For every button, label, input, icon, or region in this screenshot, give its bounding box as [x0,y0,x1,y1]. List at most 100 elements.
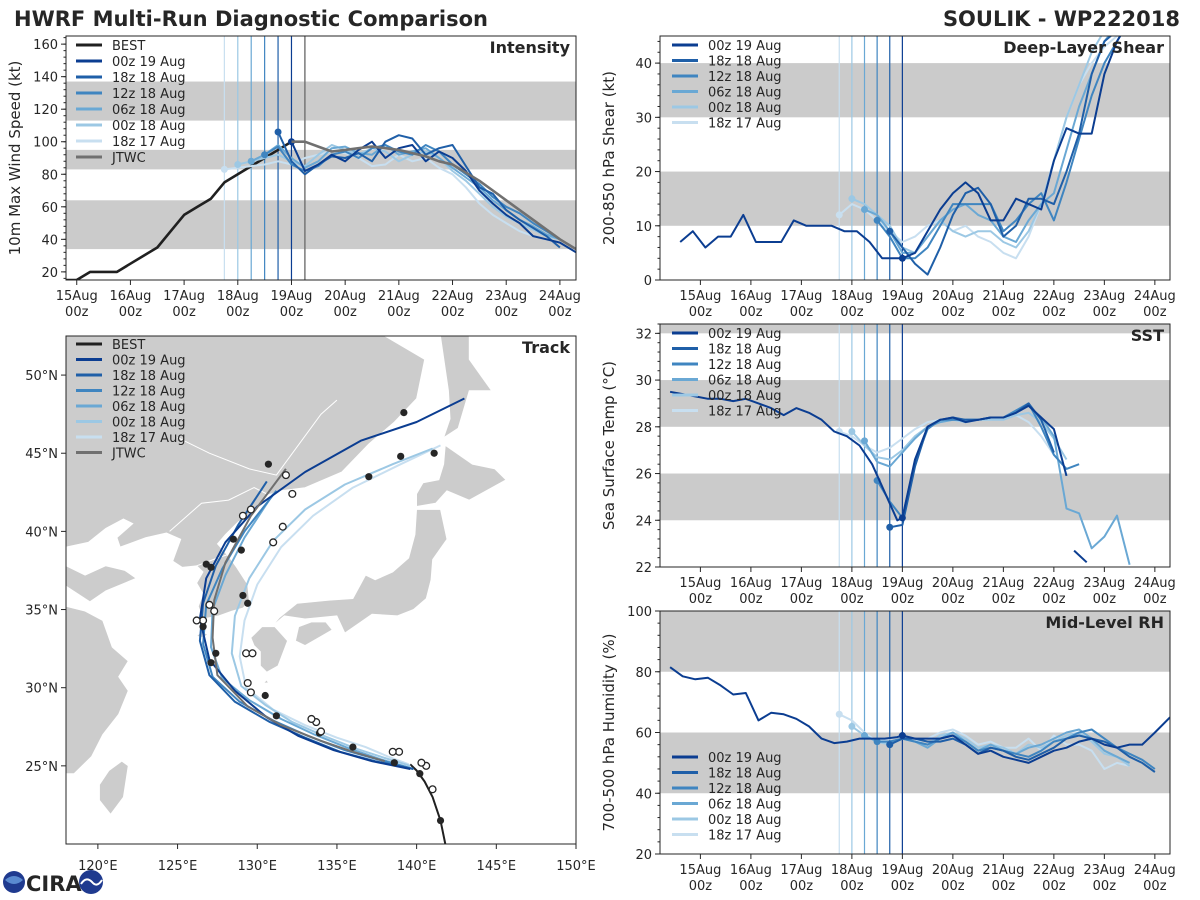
country-border [177,399,338,476]
intensity-xtick-hour: 00z [65,305,89,320]
track-ytick-label: 30°N [25,682,58,697]
sst-xtick-hour: 00z [891,592,915,607]
rh-xtick-date: 24Aug [1134,863,1176,878]
shear-series-line [889,36,1113,276]
cira-logo: CIRA [3,870,103,896]
track-map-area [66,336,576,844]
track-position-hollow [269,538,278,547]
shear-ytick-label: 40 [635,57,652,72]
intensity-legend-label-jtwc: JTWC [111,151,146,166]
rh-xtick-date: 15Aug [679,863,721,878]
track-ytick-label: 45°N [25,447,58,462]
intensity-ytick-label: 120 [33,103,58,118]
track-position-filled [229,535,237,543]
shear-series-line [876,36,1122,260]
sst-xtick-date: 18Aug [831,576,873,591]
rh-ytick-label: 100 [627,605,652,620]
intensity-plot-area [66,36,576,280]
rh-title: Mid-Level RH [1045,613,1164,632]
intensity-xtick-hour: 00z [280,305,304,320]
intensity-series-line [66,140,293,280]
sst-xtick-hour: 00z [992,592,1016,607]
intensity-xtick-hour: 00z [119,305,143,320]
sst-xtick-date: 15Aug [679,576,721,591]
intensity-init-marker [261,151,269,159]
sst-legend-label-00z-19-aug: 00z 19 Aug [708,327,782,342]
track-position-filled [416,770,424,778]
rh-xtick-hour: 00z [992,879,1016,894]
rh-ylabel: 700-500 hPa Humidity (%) [600,633,618,831]
track-position-hollow [316,727,326,736]
sst-xtick-date: 16Aug [730,576,772,591]
rh-ytick-label: 60 [635,727,652,742]
intensity-ytick-label: 60 [41,201,58,216]
track-legend-label-18z-18-aug: 18z 18 Aug [112,369,186,384]
sst-title: SST [1131,326,1164,345]
track-position-hollow [238,511,247,520]
shear-xtick-date: 20Aug [932,289,974,304]
rh-ytick-label: 80 [635,666,652,681]
shear-xtick-hour: 00z [891,305,915,320]
rh-ytick-label: 40 [635,787,652,802]
intensity-xtick-date: 22Aug [432,289,474,304]
intensity-xtick-date: 17Aug [163,289,205,304]
rh-series-line [877,728,1156,770]
rh-xtick-date: 22Aug [1033,863,1075,878]
intensity-series-line [290,140,576,254]
track-position-filled [272,712,280,720]
shear-ytick-label: 10 [635,220,652,235]
shear-legend-label-12z-18-aug: 12z 18 Aug [708,70,782,85]
rh-xtick-hour: 00z [891,879,915,894]
track-position-hollow [278,522,287,531]
track-position-filled [207,563,215,571]
track-title: Track [522,338,570,357]
shear-init-marker [848,195,856,203]
mainland-asia [66,336,426,620]
sst-xtick-hour: 00z [1093,592,1117,607]
shear-xtick-hour: 00z [739,305,763,320]
intensity-init-marker [234,161,242,169]
rh-xtick-date: 18Aug [831,863,873,878]
intensity-ytick-label: 40 [41,233,58,248]
track-position-hollow [281,471,290,480]
honshu [271,509,448,634]
rh-band [660,611,1170,672]
sst-series-line [851,411,1068,461]
sst-series-line [669,390,1068,522]
shear-xtick-date: 18Aug [831,289,873,304]
rh-series-line [669,666,1170,764]
shear-xtick-hour: 00z [1093,305,1117,320]
track-xtick-label: 120°E [78,859,118,874]
track-position-hollow [288,489,297,498]
shear-legend-label-06z-18-aug: 06z 18 Aug [708,86,782,101]
intensity-legend-label-00z-19-aug: 00z 19 Aug [112,55,186,70]
intensity-xtick-date: 18Aug [217,289,259,304]
intensity-series-line [224,150,561,244]
shear-init-marker [835,211,843,219]
track-position-hollow [192,616,201,625]
shear-xtick-date: 16Aug [730,289,772,304]
shear-xtick-hour: 00z [941,305,965,320]
shear-xtick-hour: 00z [689,305,713,320]
track-ytick-label: 35°N [25,604,58,619]
intensity-xtick-hour: 00z [495,305,519,320]
rh-xtick-date: 17Aug [780,863,822,878]
track-panel: 120°E 125°E 130°E 135°E 140°E 145°E 150°E 25°N 3… [25,335,596,874]
rh-xtick-hour: 00z [1143,879,1167,894]
track-position-filled [199,623,207,631]
shear-series-line [851,36,1103,254]
sst-legend-label-18z-17-aug: 18z 17 Aug [708,405,782,420]
sst-xtick-date: 20Aug [932,576,974,591]
sst-xtick-hour: 00z [739,592,763,607]
track-xtick-label: 145°E [477,859,517,874]
shear-legend-label-18z-18-aug: 18z 18 Aug [708,55,782,70]
track-line [210,493,414,770]
track-position-hollow [205,600,214,609]
sst-legend-label-18z-18-aug: 18z 18 Aug [708,343,782,358]
sst-ytick-label: 32 [635,327,652,342]
track-position-hollow [246,688,255,697]
track-position-hollow [210,607,219,616]
shear-legend-label-18z-17-aug: 18z 17 Aug [708,117,782,132]
sst-init-marker [861,437,869,445]
